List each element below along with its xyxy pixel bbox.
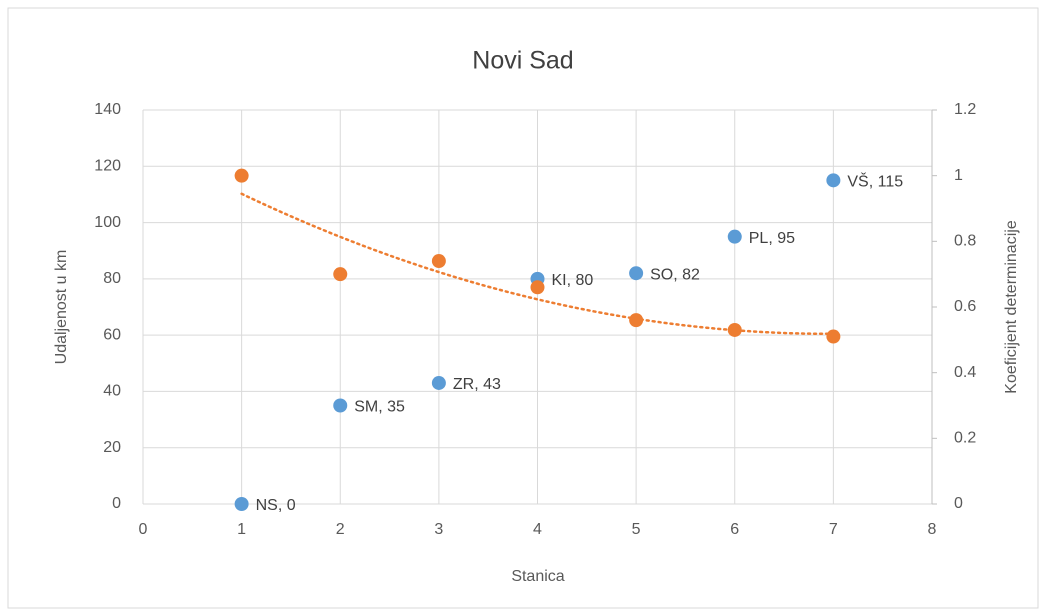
x-tick-label: 3 bbox=[434, 521, 443, 538]
data-label: ZR, 43 bbox=[453, 376, 501, 393]
point bbox=[727, 322, 742, 337]
y-tick-label: 40 bbox=[103, 383, 121, 400]
y-tick-label: 100 bbox=[94, 214, 121, 231]
point bbox=[629, 313, 644, 328]
point bbox=[629, 266, 644, 281]
chart-title: Novi Sad bbox=[472, 47, 573, 75]
y-tick-label: 140 bbox=[94, 101, 121, 118]
y-tick-label: 0 bbox=[112, 495, 121, 512]
point bbox=[727, 229, 742, 244]
y-axis-title: Udaljenost u km bbox=[53, 250, 70, 365]
data-label: SM, 35 bbox=[354, 399, 405, 416]
data-label: VŠ, 115 bbox=[847, 172, 903, 191]
data-label: NS, 0 bbox=[256, 497, 296, 514]
x-tick-label: 4 bbox=[533, 521, 542, 538]
point bbox=[431, 254, 446, 269]
y-tick-label: 80 bbox=[103, 270, 121, 287]
point bbox=[234, 168, 249, 183]
data-label: KI, 80 bbox=[552, 272, 594, 289]
x-tick-label: 8 bbox=[928, 521, 937, 538]
x-tick-label: 2 bbox=[336, 521, 345, 538]
point bbox=[826, 173, 841, 188]
point bbox=[530, 280, 545, 295]
trendline bbox=[240, 192, 835, 336]
y2-tick-label: 0.6 bbox=[954, 298, 976, 315]
y2-tick-label: 0.2 bbox=[954, 430, 976, 447]
data-label: PL, 95 bbox=[749, 230, 795, 247]
point bbox=[826, 329, 841, 344]
x-axis-title: Stanica bbox=[511, 568, 564, 585]
x-tick-label: 6 bbox=[730, 521, 739, 538]
y2-tick-label: 1.2 bbox=[954, 101, 976, 118]
y-tick-label: 20 bbox=[103, 439, 121, 456]
y-tick-label: 60 bbox=[103, 326, 121, 343]
y2-tick-label: 1 bbox=[954, 167, 963, 184]
point bbox=[431, 375, 446, 390]
point bbox=[333, 398, 348, 413]
chart-border bbox=[7, 7, 1039, 609]
x-tick-label: 0 bbox=[139, 521, 148, 538]
data-label: SO, 82 bbox=[650, 266, 700, 283]
x-tick-label: 5 bbox=[632, 521, 641, 538]
y-tick-label: 120 bbox=[94, 158, 121, 175]
point bbox=[234, 497, 249, 511]
point bbox=[333, 267, 348, 282]
y2-tick-label: 0 bbox=[954, 495, 963, 512]
x-tick-label: 1 bbox=[237, 521, 246, 538]
y2-tick-label: 0.4 bbox=[954, 364, 976, 381]
y2-axis-title: Koeficijent determinacije bbox=[1003, 220, 1020, 394]
x-tick-label: 7 bbox=[829, 521, 838, 538]
y2-tick-label: 0.8 bbox=[954, 233, 976, 250]
